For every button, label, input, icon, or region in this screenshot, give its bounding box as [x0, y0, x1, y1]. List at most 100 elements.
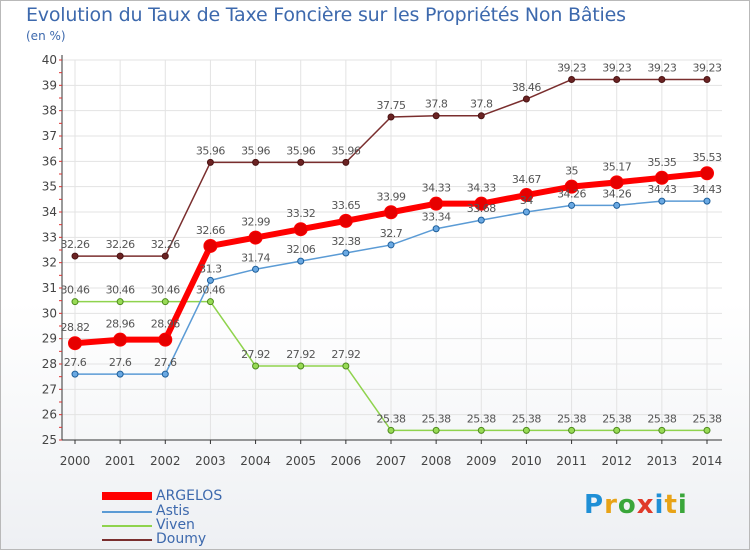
y-tick-label: 31: [42, 281, 57, 295]
data-point-argelos: [609, 175, 624, 190]
data-point-doumy: [522, 95, 530, 103]
y-tick-label: 39: [42, 78, 57, 92]
data-point-viven: [161, 298, 169, 306]
data-label-viven: 25.38: [512, 412, 541, 425]
data-label-doumy: 32.26: [151, 238, 180, 251]
legend-label-doumy: Doumy: [156, 531, 207, 547]
data-label-astis: 33.34: [422, 211, 451, 224]
legend-item-argelos: ARGELOS: [102, 488, 262, 505]
data-point-doumy: [71, 252, 79, 260]
data-point-argelos: [248, 230, 263, 245]
legend-item-astis: Astis: [102, 503, 262, 520]
data-label-doumy: 39.23: [647, 62, 676, 75]
data-point-viven: [658, 426, 666, 434]
logo-letter: i: [677, 490, 688, 520]
logo-letter: o: [617, 490, 637, 520]
y-tick-label: 30: [42, 306, 57, 320]
legend-label-viven: Viven: [156, 517, 195, 533]
data-label-astis: 33.68: [467, 202, 496, 215]
data-label-astis: 32.06: [286, 243, 315, 256]
data-label-viven: 30.46: [106, 284, 135, 297]
data-point-astis: [297, 257, 305, 265]
data-point-doumy: [206, 158, 214, 166]
data-label-doumy: 39.23: [557, 62, 586, 75]
data-label-viven: 25.38: [647, 412, 676, 425]
data-point-astis: [252, 265, 260, 273]
data-point-doumy: [161, 252, 169, 260]
data-label-doumy: 35.96: [241, 144, 270, 157]
data-label-viven: 27.92: [241, 348, 270, 361]
data-point-viven: [387, 426, 395, 434]
legend-swatch-viven: [102, 525, 152, 527]
data-label-argelos: 28.82: [61, 321, 90, 334]
data-point-argelos: [203, 238, 218, 253]
data-label-doumy: 35.96: [196, 144, 225, 157]
data-point-doumy: [387, 113, 395, 121]
data-label-argelos: 35.53: [693, 151, 722, 164]
data-point-doumy: [342, 158, 350, 166]
data-point-astis: [703, 197, 711, 205]
y-tick-label: 36: [42, 154, 57, 168]
x-tick-label: 2001: [105, 454, 136, 468]
data-point-astis: [568, 201, 576, 209]
y-tick-label: 34: [42, 205, 57, 219]
data-label-astis: 27.6: [109, 356, 132, 369]
legend-label-argelos: ARGELOS: [156, 488, 223, 504]
data-point-doumy: [613, 76, 621, 84]
y-tick-label: 40: [42, 53, 57, 67]
x-tick-label: 2007: [376, 454, 407, 468]
data-point-astis: [342, 249, 350, 257]
data-point-astis: [432, 225, 440, 233]
data-label-viven: 27.92: [331, 348, 360, 361]
data-point-viven: [522, 426, 530, 434]
data-label-astis: 34.26: [602, 187, 631, 200]
x-tick-label: 2005: [285, 454, 316, 468]
chart-subtitle: (en %): [26, 29, 66, 43]
data-label-viven: 25.38: [557, 412, 586, 425]
data-point-argelos: [519, 188, 534, 203]
data-label-viven: 30.46: [151, 284, 180, 297]
data-point-argelos: [384, 205, 398, 220]
data-label-argelos: 32.99: [241, 216, 270, 229]
logo-letter: i: [654, 490, 665, 520]
x-tick-label: 2010: [511, 454, 542, 468]
x-tick-label: 2009: [466, 454, 497, 468]
data-label-viven: 25.38: [602, 412, 631, 425]
legend-item-viven: Viven: [102, 517, 262, 534]
data-point-viven: [432, 426, 440, 434]
data-label-doumy: 38.46: [512, 81, 541, 94]
data-label-viven: 25.38: [467, 412, 496, 425]
data-label-argelos: 34.67: [512, 173, 541, 186]
data-label-viven: 25.38: [693, 412, 722, 425]
data-point-viven: [477, 426, 485, 434]
data-label-astis: 32.7: [380, 227, 403, 240]
logo-letter: t: [664, 490, 678, 520]
data-label-argelos: 33.32: [286, 207, 315, 220]
data-point-argelos: [564, 179, 579, 194]
data-label-argelos: 35.35: [647, 156, 676, 169]
x-tick-label: 2011: [556, 454, 587, 468]
data-point-argelos: [474, 196, 489, 211]
x-tick-label: 2013: [647, 454, 678, 468]
data-point-astis: [206, 276, 214, 284]
data-label-argelos: 34.33: [467, 182, 496, 195]
x-tick-label: 2008: [421, 454, 452, 468]
data-point-doumy: [297, 158, 305, 166]
legend-swatch-doumy: [102, 539, 152, 541]
data-point-argelos: [429, 196, 444, 211]
data-point-astis: [387, 241, 395, 249]
data-point-viven: [71, 298, 79, 306]
data-point-doumy: [658, 76, 666, 84]
data-label-viven: 25.38: [377, 412, 406, 425]
data-point-viven: [613, 426, 621, 434]
data-label-astis: 31.74: [241, 251, 270, 264]
x-tick-label: 2003: [195, 454, 226, 468]
chart-title: Evolution du Taux de Taxe Foncière sur l…: [26, 4, 626, 26]
x-tick-label: 2000: [60, 454, 91, 468]
data-label-argelos: 28.96: [151, 318, 180, 331]
y-tick-label: 37: [42, 129, 57, 143]
data-point-viven: [703, 426, 711, 434]
data-label-argelos: 33.99: [377, 190, 406, 203]
proxiti-logo: Proxiti: [584, 490, 688, 520]
